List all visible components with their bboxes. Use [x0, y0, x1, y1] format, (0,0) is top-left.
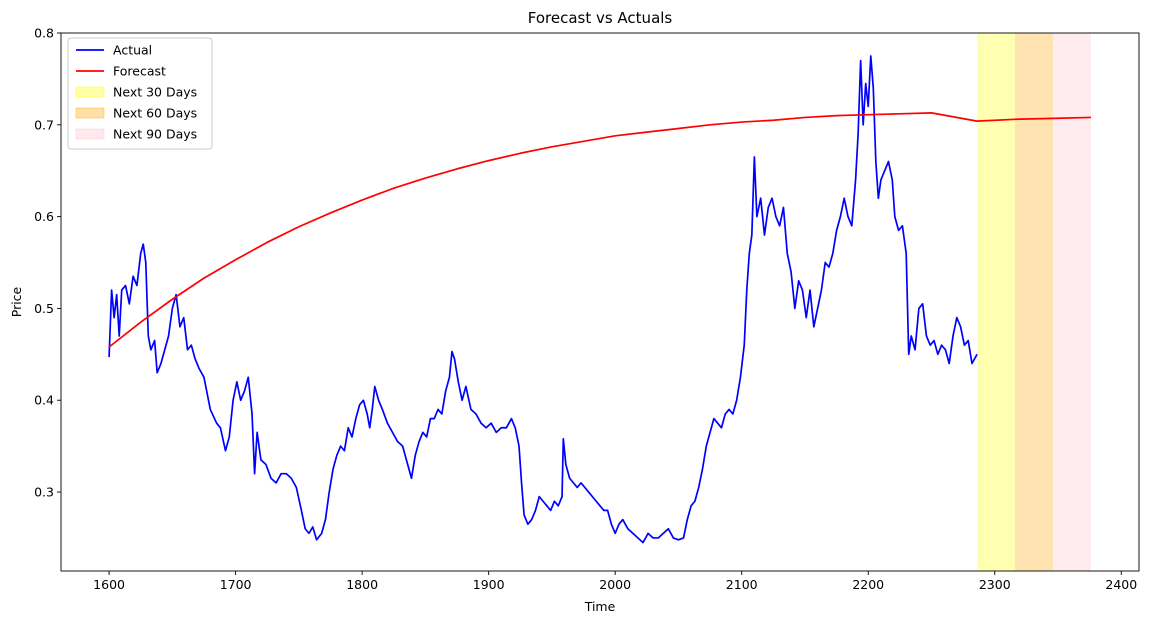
- legend-swatch-band-2: [75, 107, 105, 119]
- y-tick-label: 0.8: [34, 26, 54, 41]
- x-tick-label: 2200: [852, 577, 884, 592]
- y-tick-label: 0.4: [34, 393, 54, 408]
- x-tick-label: 2100: [726, 577, 758, 592]
- y-tick-label: 0.5: [34, 301, 54, 316]
- legend-swatch-band-3: [75, 128, 105, 140]
- y-tick-label: 0.6: [34, 209, 54, 224]
- y-tick-label: 0.7: [34, 117, 54, 132]
- legend-label-band-2: Next 60 Days: [113, 106, 197, 121]
- chart-title: Forecast vs Actuals: [528, 9, 673, 27]
- legend-box: [67, 37, 213, 150]
- plot-series-group: [108, 55, 1091, 544]
- band-2: [1015, 33, 1053, 571]
- legend-swatch-band-1: [75, 86, 105, 98]
- y-tick-label: 0.3: [34, 485, 54, 500]
- plot-frame: [60, 32, 1140, 572]
- series-line-actual: [108, 55, 978, 544]
- x-tick-label: 1700: [220, 577, 252, 592]
- series-line-forecast: [108, 112, 1091, 348]
- x-tick-label: 1600: [93, 577, 125, 592]
- x-tick-label: 2000: [599, 577, 631, 592]
- band-1: [977, 33, 1016, 571]
- legend-label-actual: Actual: [113, 43, 152, 58]
- x-tick-label: 2300: [979, 577, 1011, 592]
- x-tick-label: 1900: [473, 577, 505, 592]
- x-axis-label: Time: [584, 599, 616, 614]
- y-axis-label: Price: [9, 286, 24, 317]
- legend-label-forecast: Forecast: [113, 64, 166, 79]
- band-3: [1052, 33, 1091, 571]
- x-tick-label: 1800: [346, 577, 378, 592]
- legend: Actual Forecast Next 30 Days Next 60 Days Ne…: [67, 37, 213, 150]
- legend-label-band-1: Next 30 Days: [113, 85, 197, 100]
- x-tick-label: 2400: [1105, 577, 1137, 592]
- legend-label-band-3: Next 90 Days: [113, 127, 197, 142]
